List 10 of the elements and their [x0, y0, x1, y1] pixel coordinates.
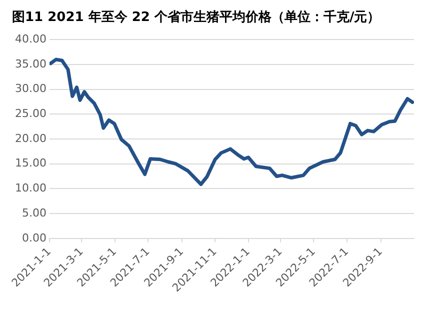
y-tick-label: 20.00: [14, 132, 46, 145]
y-tick-label: 35.00: [14, 57, 46, 70]
y-tick-label: 10.00: [14, 182, 46, 195]
chart-title: 图11 2021 年至今 22 个省市生猪平均价格（单位：千克/元）: [12, 9, 380, 26]
y-tick-label: 15.00: [14, 156, 46, 170]
y-tick-label: 0.00: [22, 231, 46, 244]
y-tick-label: 25.00: [14, 107, 46, 120]
y-tick-label: 5.00: [22, 206, 46, 220]
y-tick-label: 40.00: [14, 32, 46, 46]
y-tick-label: 30.00: [14, 82, 46, 96]
